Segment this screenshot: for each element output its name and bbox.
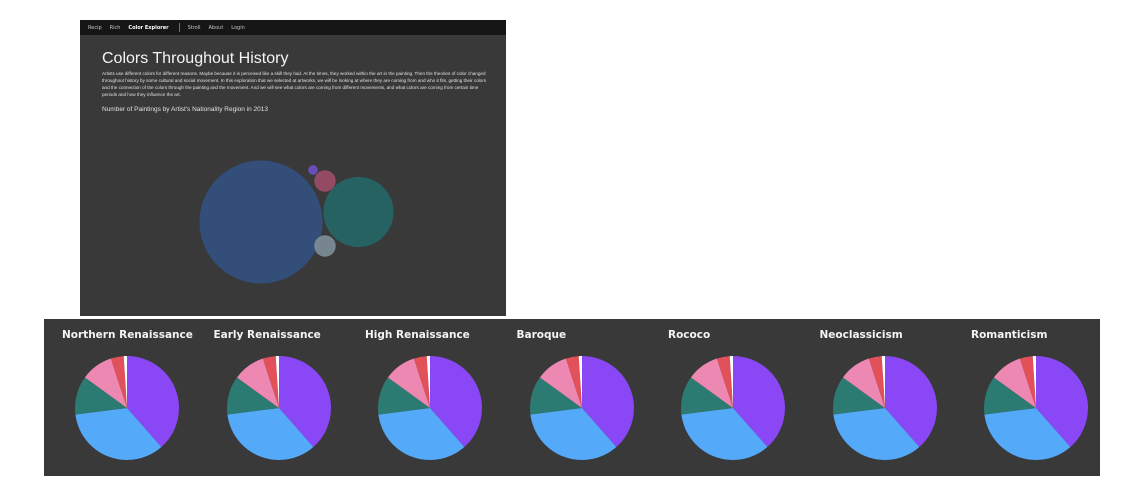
nav-item-recip[interactable]: Recip [88, 24, 102, 31]
pie-chart [378, 355, 483, 461]
pie-chart-block: Neoclassicism [802, 319, 952, 476]
pie-slice[interactable] [984, 377, 1036, 415]
pie-chart-title: Northern Renaissance [62, 329, 193, 341]
page-title: Colors Throughout History [102, 50, 289, 67]
pie-slice[interactable] [75, 408, 162, 461]
movement-pie-panel: Northern Renaissance Early Renaissance Hig… [44, 319, 1100, 476]
bubble-chart-title: Number of Paintings by Artist's National… [102, 106, 268, 113]
pie-slice[interactable] [529, 377, 582, 415]
pie-slice[interactable] [581, 356, 634, 448]
pie-chart-title: Neoclassicism [819, 329, 903, 341]
pie-slice[interactable] [1036, 356, 1089, 448]
pie-chart-block: Early Renaissance [196, 319, 346, 476]
pie-chart [529, 355, 634, 461]
pie-chart [984, 355, 1089, 461]
pie-slice[interactable] [716, 356, 733, 408]
pie-slice[interactable] [1032, 355, 1036, 408]
intro-paragraph: Artists use different colors for differe… [102, 71, 487, 97]
pie-slice[interactable] [278, 356, 331, 448]
pie-slice[interactable] [387, 358, 430, 408]
pie-slice[interactable] [1019, 356, 1036, 408]
pie-slice[interactable] [426, 355, 430, 408]
pie-slice[interactable] [262, 356, 279, 408]
pie-chart-block: Rococo [650, 319, 800, 476]
pie-chart-title: Rococo [668, 329, 711, 341]
nav-item-rich[interactable]: Rich [109, 24, 121, 31]
pie-slice[interactable] [884, 356, 937, 448]
bubble-4[interactable] [314, 235, 336, 257]
pie-slice[interactable] [236, 358, 279, 408]
nav-item-stroll[interactable]: Stroll [187, 24, 201, 31]
pie-chart-block: High Renaissance [347, 319, 497, 476]
pie-slice[interactable] [729, 355, 733, 408]
pie-chart [75, 355, 180, 461]
pie-slice[interactable] [110, 356, 127, 408]
pie-chart [681, 355, 786, 461]
nav-divider [178, 23, 180, 32]
pie-chart-block: Romanticism [953, 319, 1103, 476]
pie-slice[interactable] [565, 356, 582, 408]
pie-slice[interactable] [832, 408, 919, 461]
bubble-3[interactable] [314, 170, 336, 192]
pie-slice[interactable] [690, 358, 733, 408]
pie-slice[interactable] [127, 356, 180, 448]
pie-slice[interactable] [75, 377, 127, 415]
pie-chart-title: Early Renaissance [213, 329, 321, 341]
pie-chart-title: Romanticism [971, 329, 1048, 341]
pie-slice[interactable] [226, 377, 279, 415]
pie-chart [832, 355, 937, 461]
pie-slice[interactable] [123, 355, 127, 408]
pie-slice[interactable] [984, 408, 1071, 461]
pie-slice[interactable] [881, 355, 885, 408]
pie-slice[interactable] [832, 377, 885, 415]
pie-slice[interactable] [733, 356, 786, 448]
pie-slice[interactable] [529, 408, 616, 461]
color-explorer-panel: Recip Rich Color Explorer Stroll About L… [80, 20, 506, 316]
bubble-5[interactable] [308, 165, 318, 175]
pie-slice[interactable] [993, 358, 1036, 408]
nav-item-about[interactable]: About [208, 24, 224, 31]
nav-item-color-explorer[interactable]: Color Explorer [128, 24, 169, 31]
pie-chart-block: Baroque [499, 319, 649, 476]
pie-slice[interactable] [226, 408, 313, 461]
bubble-2[interactable] [323, 176, 394, 248]
bubble-1[interactable] [199, 160, 323, 284]
pie-slice[interactable] [430, 356, 483, 448]
top-nav-bar: Recip Rich Color Explorer Stroll About L… [80, 20, 506, 35]
pie-slice[interactable] [681, 408, 768, 461]
pie-slice[interactable] [275, 355, 279, 408]
pie-chart [226, 355, 331, 461]
pie-slice[interactable] [842, 358, 885, 408]
nav-item-login[interactable]: Login [231, 24, 245, 31]
pie-slice[interactable] [378, 408, 465, 461]
pie-slice[interactable] [378, 377, 430, 415]
pie-chart-title: High Renaissance [365, 329, 470, 341]
pie-slice[interactable] [578, 355, 582, 408]
pie-chart-title: Baroque [516, 329, 567, 341]
bubble-chart [199, 160, 394, 284]
pie-slice[interactable] [84, 358, 127, 408]
pie-chart-block: Northern Renaissance [44, 319, 194, 476]
pie-slice[interactable] [413, 356, 430, 408]
pie-slice[interactable] [681, 377, 733, 415]
pie-slice[interactable] [539, 358, 582, 408]
pie-slice[interactable] [868, 356, 885, 408]
